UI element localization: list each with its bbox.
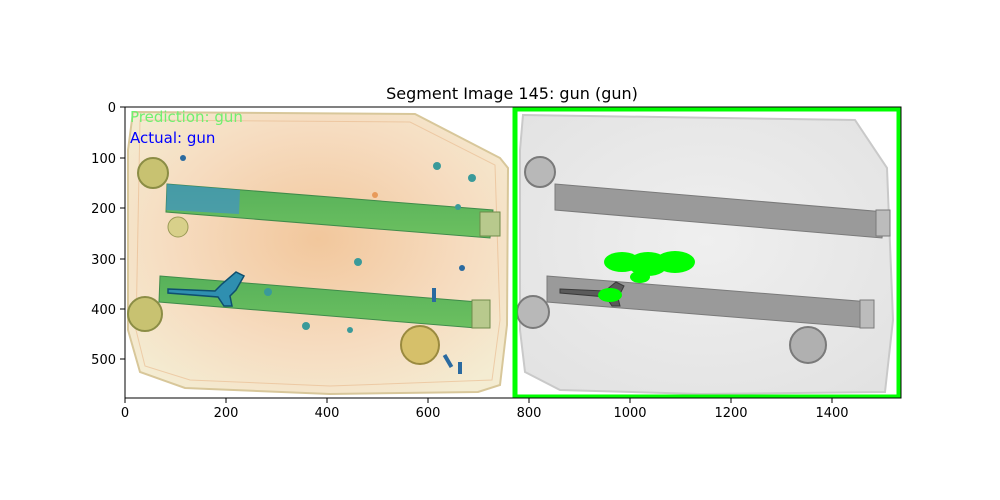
predicted-mask <box>598 251 695 302</box>
y-tick-label: 200 <box>91 202 116 217</box>
x-tick-label: 200 <box>214 406 239 421</box>
y-tick-label: 300 <box>91 253 116 268</box>
axes-frame <box>124 106 902 399</box>
x-tick-label: 0 <box>121 406 129 421</box>
figure-title: Segment Image 145: gun (gun) <box>386 84 638 103</box>
y-axis: 0 100 200 300 400 500 <box>91 101 125 368</box>
y-tick-label: 100 <box>91 152 116 167</box>
x-tick-label: 600 <box>416 406 441 421</box>
xray-grey-panel <box>512 107 901 398</box>
x-tick-label: 1200 <box>714 406 747 421</box>
x-tick-label: 1400 <box>815 406 848 421</box>
x-tick-label: 1000 <box>613 406 646 421</box>
x-tick-label: 400 <box>315 406 340 421</box>
x-axis: 0 200 400 600 800 1000 1200 1400 <box>121 398 849 421</box>
segment-image <box>125 107 901 398</box>
prediction-label: Prediction: gun <box>130 108 243 126</box>
y-tick-label: 400 <box>91 303 116 318</box>
highlight-frame <box>512 107 901 398</box>
actual-label: Actual: gun <box>130 129 215 147</box>
y-tick-label: 0 <box>108 101 116 116</box>
y-tick-label: 500 <box>91 353 116 368</box>
x-tick-label: 800 <box>517 406 542 421</box>
xray-color-panel <box>125 107 512 398</box>
